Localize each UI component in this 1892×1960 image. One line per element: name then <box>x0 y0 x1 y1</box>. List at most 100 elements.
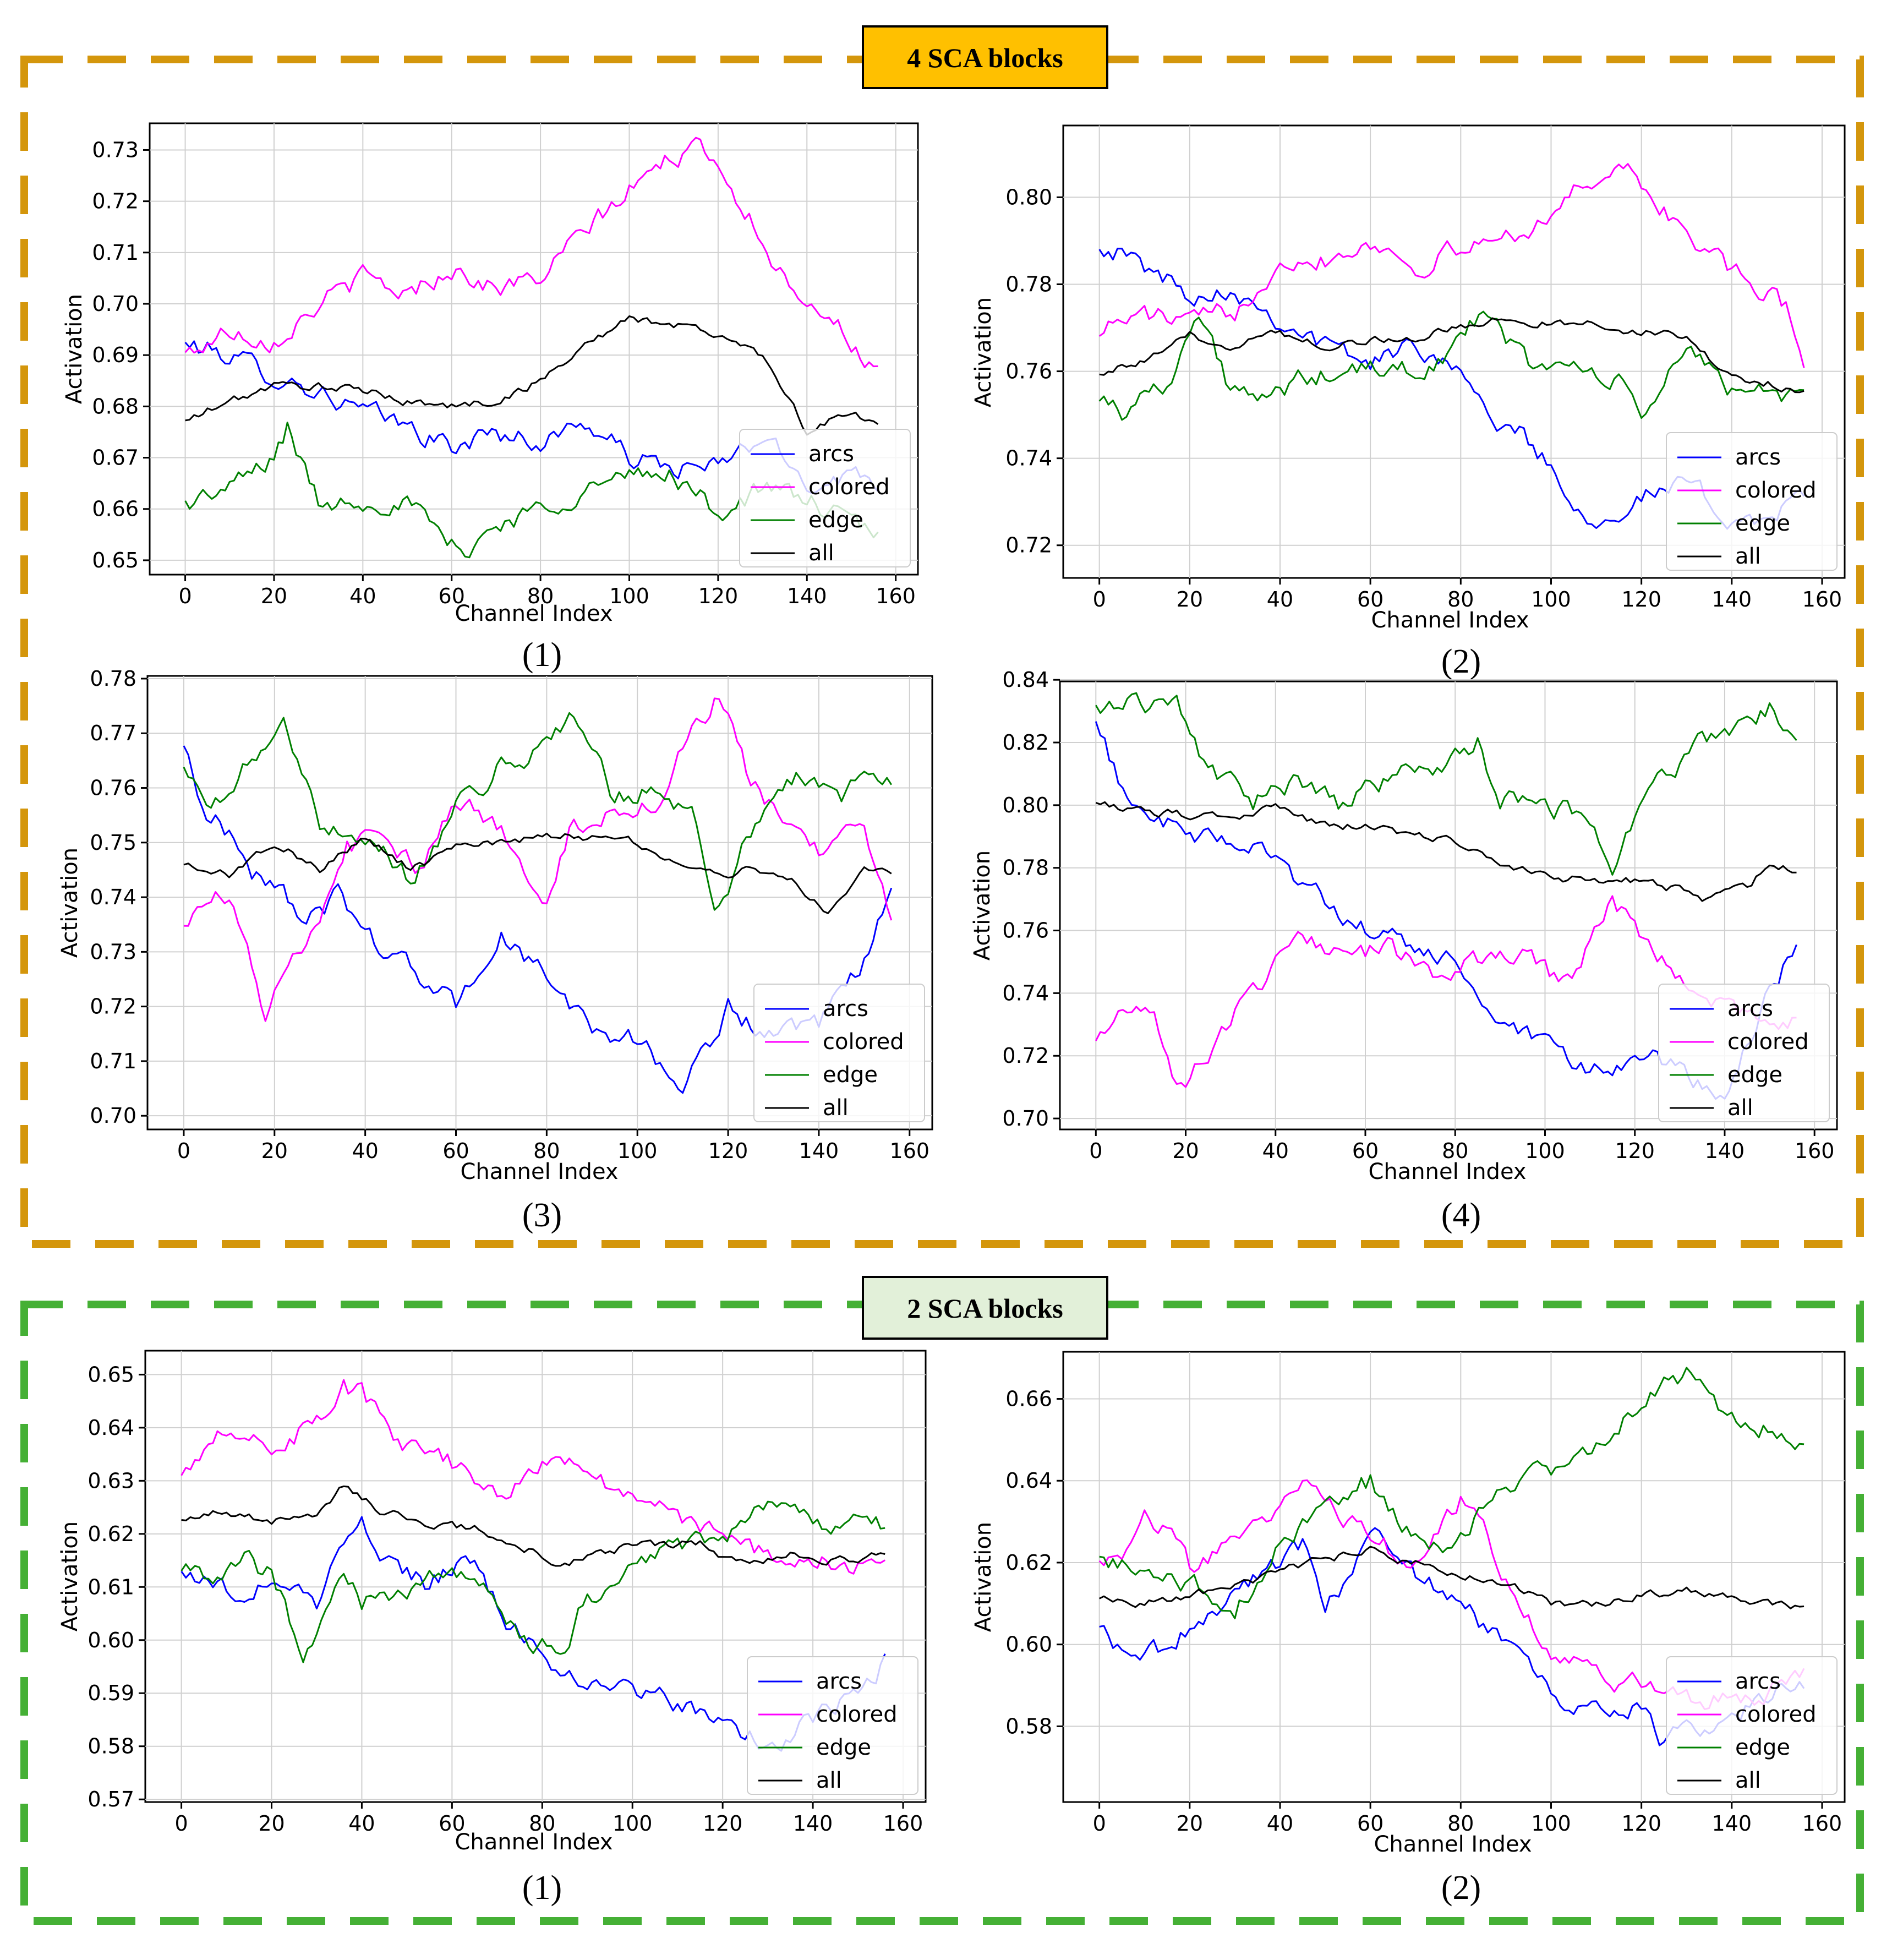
chart-2sca-2: 0 20 40 60 80 100 120 140 160 0.58 0.60 0.62 0.64 0.6… <box>971 1351 1846 1907</box>
group-title-box <box>862 1276 1108 1340</box>
series-line-edge <box>181 1500 885 1663</box>
legend-label-arcs: arcs <box>823 996 868 1022</box>
legend: arcs colored edge all <box>747 1656 918 1795</box>
x-tick-label: 160 <box>1802 1811 1842 1836</box>
y-tick-label: 0.70 <box>90 1104 136 1128</box>
x-tick-label: 140 <box>787 584 827 608</box>
plot-area <box>146 675 933 1131</box>
y-tick-label: 0.72 <box>1002 1044 1049 1068</box>
legend-label-edge: edge <box>1735 1735 1790 1760</box>
y-tick-label: 0.62 <box>1005 1550 1052 1575</box>
x-axis-label: Channel Index <box>460 1159 618 1184</box>
series-line-colored <box>184 137 878 368</box>
legend-label-colored: colored <box>816 1702 898 1727</box>
x-tick-label: 40 <box>1262 1139 1289 1163</box>
chart-4sca-4: 0 20 40 60 80 100 120 140 160 0.70 0.72 0.74 0.76 0.7… <box>970 668 1838 1234</box>
series-line-all <box>181 1485 885 1567</box>
y-tick-label: 0.61 <box>88 1575 134 1599</box>
ticks: 0 20 40 60 80 100 120 140 160 0.58 0.60 0.62 0.64 0.6… <box>1005 1387 1842 1836</box>
x-tick-label: 40 <box>1267 587 1293 612</box>
x-tick-label: 120 <box>1615 1139 1655 1163</box>
x-tick-label: 80 <box>527 584 554 608</box>
x-tick-label: 40 <box>352 1139 378 1163</box>
x-tick-label: 0 <box>1093 587 1106 612</box>
legend: arcs colored edge all <box>753 984 925 1122</box>
y-tick-label: 0.70 <box>92 292 139 316</box>
legend-label-edge: edge <box>808 507 863 533</box>
legend: arcs colored edge all <box>1666 432 1838 571</box>
series-line-colored <box>181 1379 885 1575</box>
y-tick-label: 0.58 <box>88 1734 134 1759</box>
group-2-sca-blocks: 2 SCA blocks <box>20 1276 1864 1925</box>
legend-box <box>1658 984 1830 1122</box>
x-tick-label: 160 <box>1802 587 1842 612</box>
y-axis-label: Activation <box>970 850 995 960</box>
y-tick-label: 0.64 <box>1005 1468 1052 1493</box>
chart-caption: (4) <box>1441 1197 1481 1234</box>
x-tick-label: 160 <box>883 1811 923 1836</box>
y-tick-label: 0.60 <box>88 1628 134 1652</box>
x-tick-label: 140 <box>799 1139 839 1163</box>
y-tick-label: 0.73 <box>92 138 139 162</box>
y-tick-label: 0.78 <box>1005 272 1052 296</box>
x-tick-label: 40 <box>1267 1811 1293 1836</box>
x-tick-label: 20 <box>1177 1811 1203 1836</box>
y-axis-label: Activation <box>971 1522 996 1632</box>
legend-box <box>739 429 911 567</box>
legend-label-arcs: arcs <box>1735 1669 1781 1694</box>
series-line-colored <box>1095 895 1797 1088</box>
y-tick-label: 0.74 <box>90 885 136 909</box>
x-tick-label: 160 <box>876 584 916 608</box>
x-tick-label: 20 <box>261 1139 288 1163</box>
y-tick-label: 0.63 <box>88 1468 134 1493</box>
legend-label-all: all <box>808 540 834 566</box>
x-tick-label: 160 <box>890 1139 930 1163</box>
y-tick-label: 0.58 <box>1005 1714 1052 1738</box>
y-tick-label: 0.72 <box>90 995 136 1019</box>
x-tick-label: 140 <box>1712 587 1752 612</box>
x-tick-label: 60 <box>1357 587 1384 612</box>
chart-4sca-1: 0 20 40 60 80 100 120 140 160 0.65 0.66 0.67 0.68 0.6… <box>62 122 919 674</box>
x-tick-label: 20 <box>1172 1139 1199 1163</box>
plot-area <box>1062 1351 1846 1803</box>
plot-area <box>149 122 919 576</box>
legend-label-edge: edge <box>1735 511 1790 536</box>
chart-caption: (1) <box>522 1869 562 1907</box>
x-axis-label: Channel Index <box>1374 1832 1532 1857</box>
legend-label-arcs: arcs <box>1727 996 1773 1022</box>
legend-label-arcs: arcs <box>808 441 854 467</box>
legend-label-colored: colored <box>823 1029 904 1055</box>
legend-label-colored: colored <box>1735 478 1817 503</box>
chart-caption: (2) <box>1441 1869 1481 1907</box>
series-line-all <box>1095 801 1797 902</box>
y-tick-label: 0.70 <box>1002 1106 1049 1131</box>
legend-label-all: all <box>1735 544 1761 569</box>
group-title: 4 SCA blocks <box>907 42 1063 73</box>
x-tick-label: 140 <box>793 1811 833 1836</box>
x-tick-label: 120 <box>698 584 739 608</box>
legend-label-all: all <box>823 1095 849 1121</box>
chart-4sca-2: 0 20 40 60 80 100 120 140 160 0.72 0.74 0.76 0.78 0.8… <box>971 124 1846 680</box>
x-tick-label: 20 <box>258 1811 285 1836</box>
x-axis-label: Channel Index <box>455 601 613 626</box>
y-tick-label: 0.72 <box>1005 533 1052 558</box>
y-tick-label: 0.80 <box>1002 793 1049 817</box>
y-tick-label: 0.67 <box>92 446 139 470</box>
chart-caption: (3) <box>522 1197 562 1234</box>
x-tick-label: 160 <box>1795 1139 1835 1163</box>
x-tick-label: 100 <box>1525 1139 1565 1163</box>
group-title: 2 SCA blocks <box>907 1293 1063 1324</box>
x-tick-label: 0 <box>1089 1139 1102 1163</box>
series-line-all <box>185 315 879 436</box>
legend-box <box>1666 432 1838 571</box>
legend-label-colored: colored <box>808 474 890 500</box>
plot-area <box>1062 124 1846 579</box>
y-tick-label: 0.73 <box>90 940 136 964</box>
y-axis-label: Activation <box>62 294 87 404</box>
grid <box>147 676 932 1129</box>
x-tick-label: 60 <box>1352 1139 1379 1163</box>
x-tick-label: 100 <box>1531 1811 1571 1836</box>
y-tick-label: 0.84 <box>1002 668 1049 692</box>
x-tick-label: 100 <box>1531 587 1571 612</box>
x-tick-label: 20 <box>1177 587 1203 612</box>
